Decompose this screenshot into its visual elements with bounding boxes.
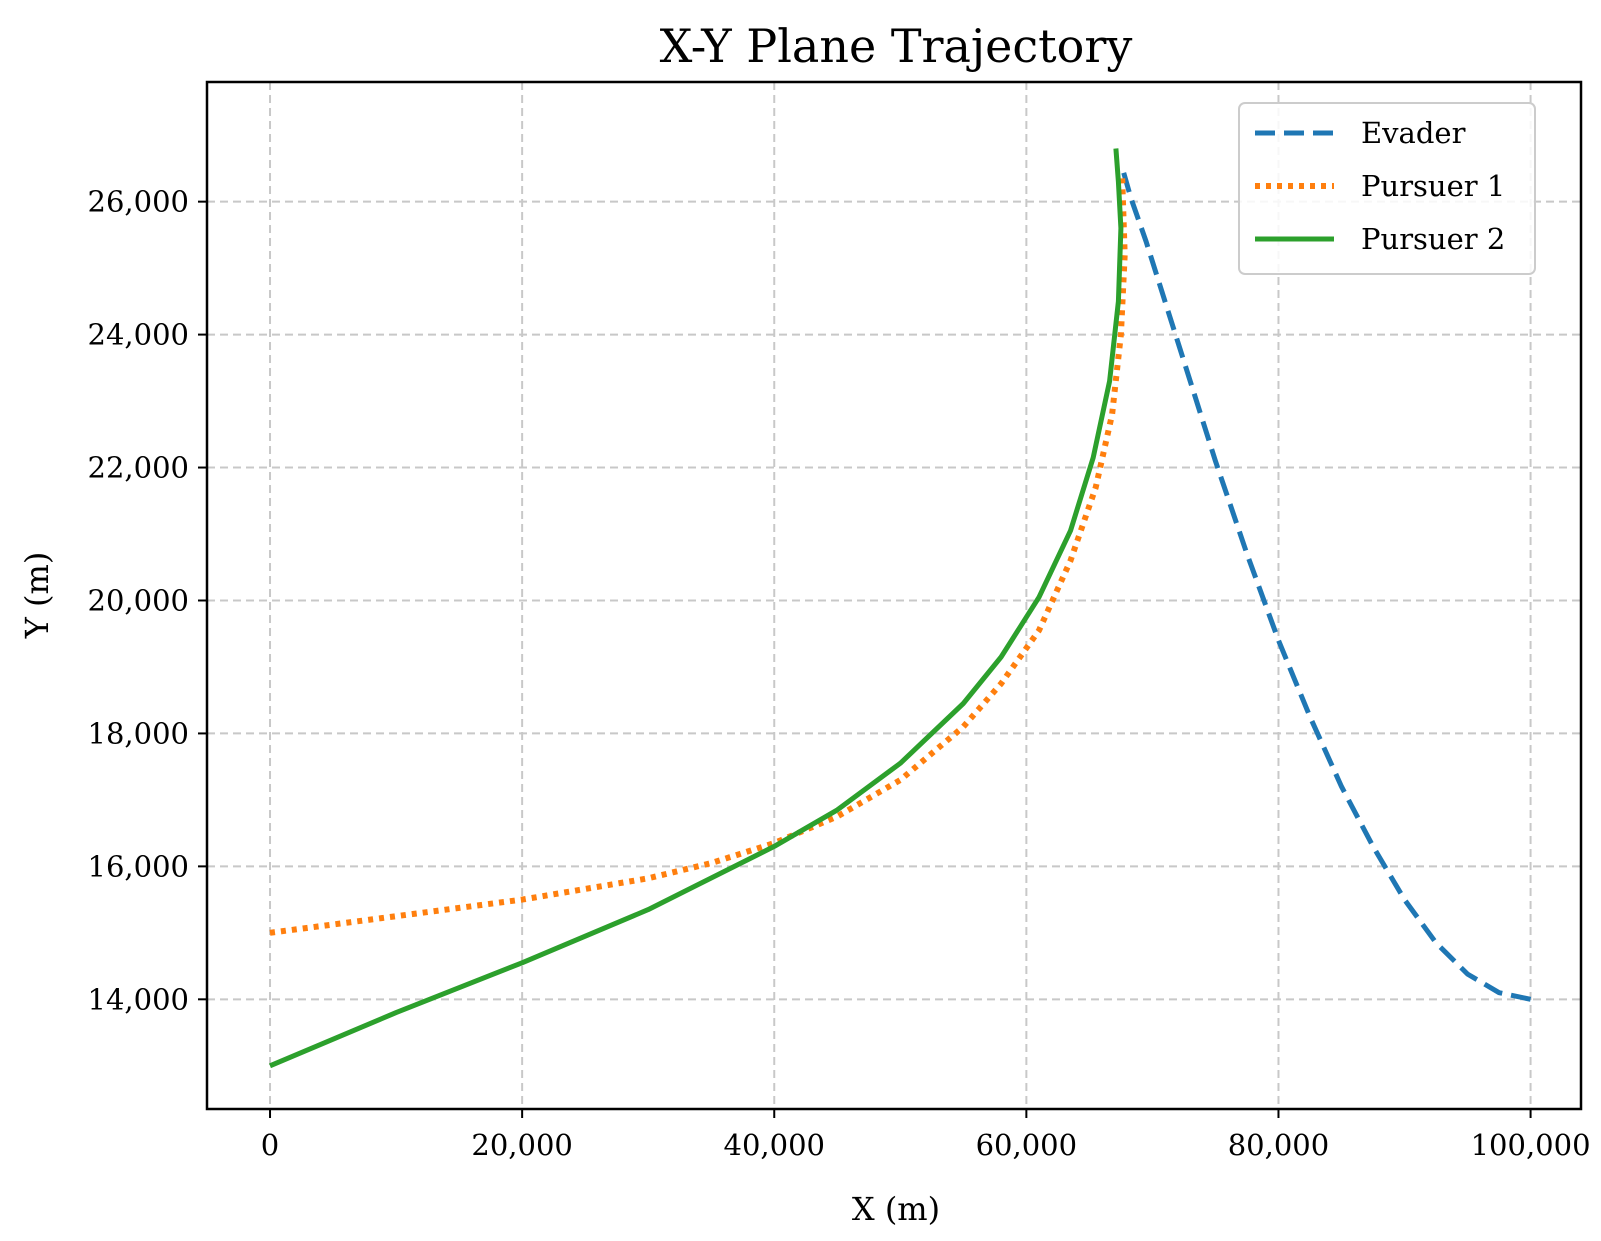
x-tick-label: 20,000 (471, 1128, 572, 1162)
x-axis-label: X (m) (852, 1190, 940, 1228)
chart-title: X-Y Plane Trajectory (660, 19, 1133, 73)
y-tick-label: 18,000 (88, 716, 189, 750)
grid-lines (207, 82, 1581, 1109)
plot-frame (205, 80, 1583, 1111)
tick-layer: 0 20,000 40,000 60,000 80,000 100,000 14,000 16… (88, 185, 1591, 1162)
y-tick-label: 24,000 (88, 318, 189, 352)
y-tick-label: 14,000 (88, 982, 189, 1016)
series-line-2 (269, 178, 1128, 936)
x-tick-label: 80,000 (1228, 1128, 1329, 1162)
legend-label: Pursuer 1 (1361, 169, 1505, 203)
x-tick-label: 100,000 (1471, 1128, 1591, 1162)
series-layer (269, 148, 1532, 1069)
x-tick-label: 60,000 (976, 1128, 1077, 1162)
y-tick-label: 26,000 (88, 185, 189, 219)
x-tick-label: 0 (261, 1128, 279, 1162)
series-line-1 (1120, 171, 1532, 1002)
y-tick-label: 22,000 (88, 451, 189, 485)
x-tick-label: 40,000 (724, 1128, 825, 1162)
legend-box (1238, 102, 1536, 275)
legend-label: Pursuer 2 (1361, 222, 1505, 256)
legend: Evader Pursuer 1 Pursuer 2 (1238, 102, 1536, 275)
y-tick-label: 16,000 (88, 849, 189, 883)
legend-label: Evader (1361, 116, 1466, 150)
series-line-3 (269, 148, 1124, 1069)
y-tick-label: 20,000 (88, 583, 189, 617)
y-axis-label: Y (m) (18, 552, 56, 640)
